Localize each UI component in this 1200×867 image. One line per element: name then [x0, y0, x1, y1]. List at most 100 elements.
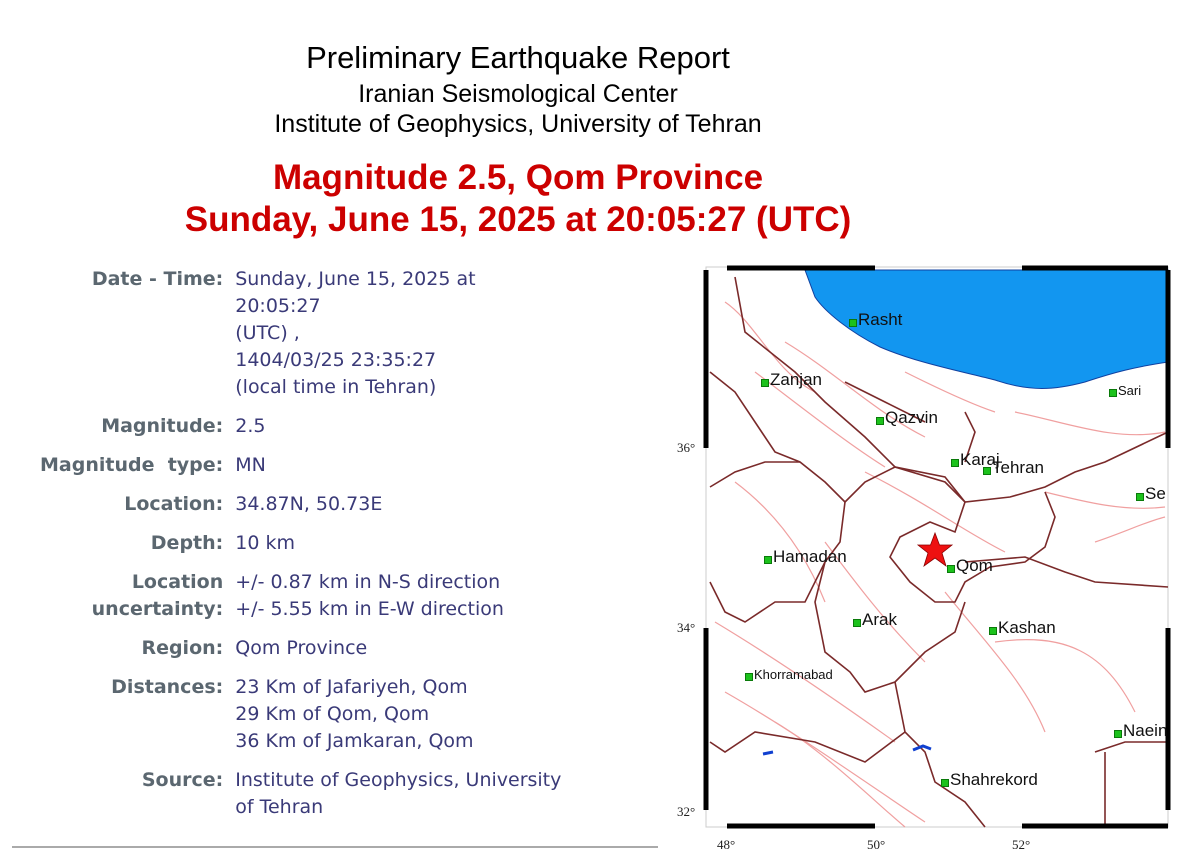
- distance-line: 29 Km of Qom, Qom: [235, 703, 430, 725]
- city-marker-icon: [876, 417, 884, 425]
- datetime-line: (UTC) ,: [235, 322, 300, 344]
- row-uncertainty: Location uncertainty: +/- 0.87 km in N-S…: [40, 569, 620, 635]
- lat-tick: 34°: [677, 620, 696, 635]
- lake: [762, 750, 774, 756]
- report-title: Preliminary Earthquake Report: [306, 40, 730, 75]
- lat-tick: 32°: [677, 804, 696, 819]
- depth-value: 10 km: [235, 532, 295, 554]
- row-depth: Depth: 10 km: [40, 530, 620, 569]
- city-label: Karaj: [951, 451, 1000, 468]
- city-label: Zanjan: [761, 371, 822, 388]
- city-marker-icon: [989, 627, 997, 635]
- datetime-value: Sunday, June 15, 2025 at 20:05:27 (UTC) …: [235, 266, 620, 413]
- region-value: Qom Province: [235, 637, 368, 659]
- city-label: Hamadan: [764, 548, 847, 565]
- distances-label: Distances:: [111, 676, 224, 698]
- city-name: Rasht: [858, 310, 903, 329]
- lon-tick: 52°: [1012, 837, 1031, 852]
- epicenter-map: Rasht Zanjan Qazvin Karaj Tehran Sari Se…: [665, 262, 1185, 862]
- row-magnitude: Magnitude: 2.5: [40, 413, 620, 452]
- city-marker-icon: [947, 565, 955, 573]
- row-datetime: Date - Time: Sunday, June 15, 2025 at 20…: [40, 266, 620, 413]
- row-source: Source: Institute of Geophysics, Univers…: [40, 767, 620, 833]
- fault-lines: [714, 301, 1166, 828]
- city-name: Naein: [1123, 721, 1168, 740]
- city-label: Naein: [1114, 722, 1167, 739]
- city-marker-icon: [1136, 493, 1144, 501]
- city-marker-icon: [983, 467, 991, 475]
- lon-tick: 50°: [867, 837, 886, 852]
- city-marker-icon: [849, 319, 857, 327]
- distances-value: 23 Km of Jafariyeh, Qom 29 Km of Qom, Qo…: [235, 674, 620, 767]
- uncertainty-line: +/- 5.55 km in E-W direction: [235, 598, 504, 620]
- map-axis-bar: [703, 265, 1171, 829]
- datetime-line: (local time in Tehran): [235, 376, 437, 398]
- city-label: Khorramabad: [745, 668, 833, 681]
- datetime-line: 1404/03/25 23:35:27: [235, 349, 437, 371]
- event-details-table: Date - Time: Sunday, June 15, 2025 at 20…: [40, 266, 620, 833]
- uncertainty-label-line: uncertainty:: [91, 598, 224, 620]
- uncertainty-value: +/- 0.87 km in N-S direction +/- 5.55 km…: [235, 569, 620, 635]
- row-location: Location: 34.87N, 50.73E: [40, 491, 620, 530]
- horizontal-divider: [12, 846, 658, 848]
- city-label: Qazvin: [876, 409, 938, 426]
- city-marker-icon: [761, 379, 769, 387]
- city-label: Tehran: [983, 459, 1044, 476]
- source-label: Source:: [141, 769, 224, 791]
- magnitude-type-value: MN: [235, 454, 266, 476]
- caspian-sea: [804, 269, 1169, 389]
- uncertainty-label: Location uncertainty:: [40, 569, 235, 635]
- city-marker-icon: [941, 779, 949, 787]
- institute-name: Institute of Geophysics, University of T…: [274, 110, 762, 138]
- region-label: Region:: [141, 637, 224, 659]
- city-name: Hamadan: [773, 547, 847, 566]
- uncertainty-label-line: Location: [131, 571, 224, 593]
- magnitude-value: 2.5: [235, 415, 266, 437]
- city-name: Zanjan: [770, 370, 822, 389]
- city-label: Sari: [1109, 384, 1141, 397]
- red-star-icon: [916, 531, 954, 568]
- uncertainty-line: +/- 0.87 km in N-S direction: [235, 571, 501, 593]
- row-region: Region: Qom Province: [40, 635, 620, 674]
- source-line: Institute of Geophysics, University: [235, 769, 562, 791]
- distance-line: 23 Km of Jafariyeh, Qom: [235, 676, 468, 698]
- city-label: Rasht: [849, 311, 902, 328]
- distance-line: 36 Km of Jamkaran, Qom: [235, 730, 474, 752]
- datetime-line: Sunday, June 15, 2025 at: [235, 268, 476, 290]
- headline-datetime: Sunday, June 15, 2025 at 20:05:27 (UTC): [184, 200, 852, 239]
- magnitude-label: Magnitude:: [101, 415, 224, 437]
- city-marker-icon: [853, 619, 861, 627]
- city-name: Qazvin: [885, 408, 938, 427]
- location-label: Location:: [124, 493, 224, 515]
- city-marker-icon: [764, 556, 772, 564]
- lon-tick: 48°: [717, 837, 736, 852]
- city-name: Karaj: [960, 450, 1000, 469]
- magnitude-type-label: Magnitude type:: [40, 454, 224, 476]
- city-name: Sari: [1118, 383, 1142, 398]
- depth-label: Depth:: [150, 532, 224, 554]
- source-value: Institute of Geophysics, University of T…: [235, 767, 620, 833]
- province-borders: [709, 276, 1169, 828]
- city-marker-icon: [745, 673, 753, 681]
- city-name: Arak: [862, 610, 897, 629]
- city-name: Khorramabad: [754, 667, 833, 682]
- organization-name: Iranian Seismological Center: [358, 80, 678, 108]
- row-magnitude-type: Magnitude type: MN: [40, 452, 620, 491]
- city-label: Kashan: [989, 619, 1056, 636]
- city-name: Shahrekord: [950, 770, 1038, 789]
- location-value: 34.87N, 50.73E: [235, 493, 383, 515]
- city-label: Shahrekord: [941, 771, 1038, 788]
- datetime-line: 20:05:27: [235, 295, 321, 317]
- datetime-label: Date - Time:: [91, 268, 224, 290]
- map-graphic: [703, 265, 1171, 829]
- city-name: Qom: [956, 556, 993, 575]
- city-name: Tehran: [992, 458, 1044, 477]
- city-label: Qom: [947, 557, 993, 574]
- city-marker-icon: [1114, 730, 1122, 738]
- city-marker-icon: [951, 459, 959, 467]
- lake: [912, 744, 932, 752]
- city-label: Arak: [853, 611, 897, 628]
- city-name: Kashan: [998, 618, 1056, 637]
- lat-tick: 36°: [677, 440, 696, 455]
- headline-magnitude: Magnitude 2.5, Qom Province: [272, 158, 764, 197]
